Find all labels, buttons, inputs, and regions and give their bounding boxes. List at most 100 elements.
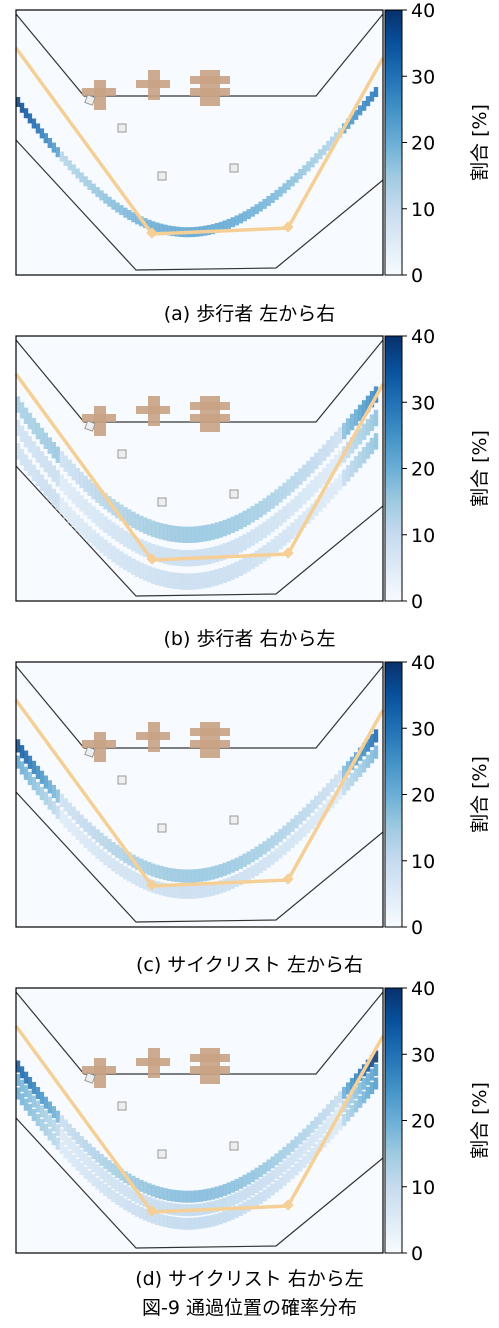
furniture-block (94, 80, 106, 110)
heat-cell (302, 807, 307, 821)
heat-cell (143, 876, 148, 890)
heat-cell (322, 444, 327, 461)
heat-cell (326, 463, 331, 480)
heat-cell (159, 223, 164, 234)
heat-cell (242, 853, 247, 867)
heat-cell (234, 1178, 239, 1191)
heat-cell (266, 838, 271, 852)
heat-cell (170, 1189, 176, 1202)
heat-cell (306, 1124, 311, 1137)
heat-cell (310, 815, 315, 830)
heat-cell (206, 1215, 212, 1228)
heat-cell (186, 885, 192, 899)
heat-cell (202, 525, 208, 542)
marker-square (229, 815, 239, 825)
heat-cell (115, 844, 120, 858)
heat-cell (79, 830, 84, 845)
heat-cell (238, 512, 243, 530)
heat-cell (262, 841, 267, 855)
heat-cell (322, 467, 327, 485)
heat-cell (159, 523, 164, 540)
heat-cell (147, 1210, 152, 1223)
heat-cell (322, 1108, 327, 1121)
heat-cell (250, 1170, 255, 1183)
heat-cell (310, 799, 315, 813)
heat-cell (338, 1091, 343, 1104)
heat-cell (182, 1217, 188, 1230)
heat-cell (95, 1164, 100, 1177)
path-marker (282, 221, 294, 233)
heat-cell (274, 536, 279, 553)
heat-cell (87, 822, 92, 836)
heat-cell (119, 551, 124, 568)
heat-cell (27, 755, 33, 769)
heat-cell (206, 867, 212, 881)
heat-cell (83, 1153, 88, 1166)
heat-cell (318, 448, 323, 465)
heat-cell (23, 431, 29, 448)
heat-cell (310, 1120, 315, 1133)
heat-cell (365, 1086, 371, 1099)
heat-cell (274, 1166, 279, 1179)
heat-cell (151, 1184, 156, 1197)
heat-cell (19, 1066, 25, 1079)
heat-cell (67, 818, 72, 832)
heat-cell (67, 1137, 72, 1150)
heat-cell (266, 196, 271, 206)
heat-cell (167, 1189, 172, 1201)
heat-cell (310, 1147, 315, 1160)
panel-caption: (b) 歩行者 右から左 (163, 628, 336, 650)
heat-cell (155, 1186, 160, 1198)
heat-cell (167, 884, 172, 898)
heat-cell (294, 1136, 299, 1149)
heat-cell (186, 1190, 192, 1203)
heat-cell (290, 522, 295, 539)
heat-cell (290, 818, 295, 832)
heat-cell (35, 123, 41, 134)
heat-cell (163, 547, 168, 564)
heat-cell (254, 1167, 259, 1180)
heat-cell (322, 491, 327, 508)
heat-cell (290, 176, 295, 187)
heat-cell (342, 1113, 347, 1126)
heat-cell (123, 850, 128, 864)
plot-frame (15, 9, 384, 276)
heat-cell (35, 1100, 41, 1113)
heat-cell (119, 1195, 124, 1208)
heat-cell (67, 1150, 72, 1163)
heat-cell (79, 172, 84, 183)
heat-cell (266, 1159, 271, 1172)
heat-cell (314, 153, 319, 164)
heat-cell (103, 516, 108, 533)
reference-path (14, 1024, 385, 1214)
heat-cell (349, 114, 355, 125)
heat-cell (306, 161, 311, 172)
furniture-block (148, 70, 160, 100)
heat-cell (99, 513, 104, 530)
heat-cell (59, 793, 64, 808)
heat-cell (115, 1179, 120, 1192)
colorbar-tick-label: 10 (411, 851, 435, 873)
heat-cell (210, 1214, 216, 1227)
heat-cell (107, 1173, 112, 1186)
heat-cell (63, 455, 68, 472)
heat-cell (226, 1182, 231, 1195)
heat-cell (163, 570, 168, 588)
heat-cell (31, 441, 37, 458)
heat-cell (318, 807, 323, 821)
heat-cell (47, 1115, 52, 1127)
heat-cell (250, 849, 255, 863)
heat-cell (230, 859, 235, 873)
heat-cell (242, 557, 247, 574)
panel-caption: (d) サイクリスト 右から左 (135, 1268, 364, 1290)
heat-cell (55, 789, 60, 803)
heat-cell (258, 1178, 263, 1191)
heat-cell (190, 573, 196, 590)
heat-cell (262, 857, 267, 871)
heat-cell (242, 1174, 247, 1187)
heat-cell (234, 215, 239, 226)
heat-cell (369, 733, 375, 748)
heat-cell (246, 555, 251, 572)
heat-cell (51, 442, 56, 459)
heat-cell (214, 545, 220, 563)
